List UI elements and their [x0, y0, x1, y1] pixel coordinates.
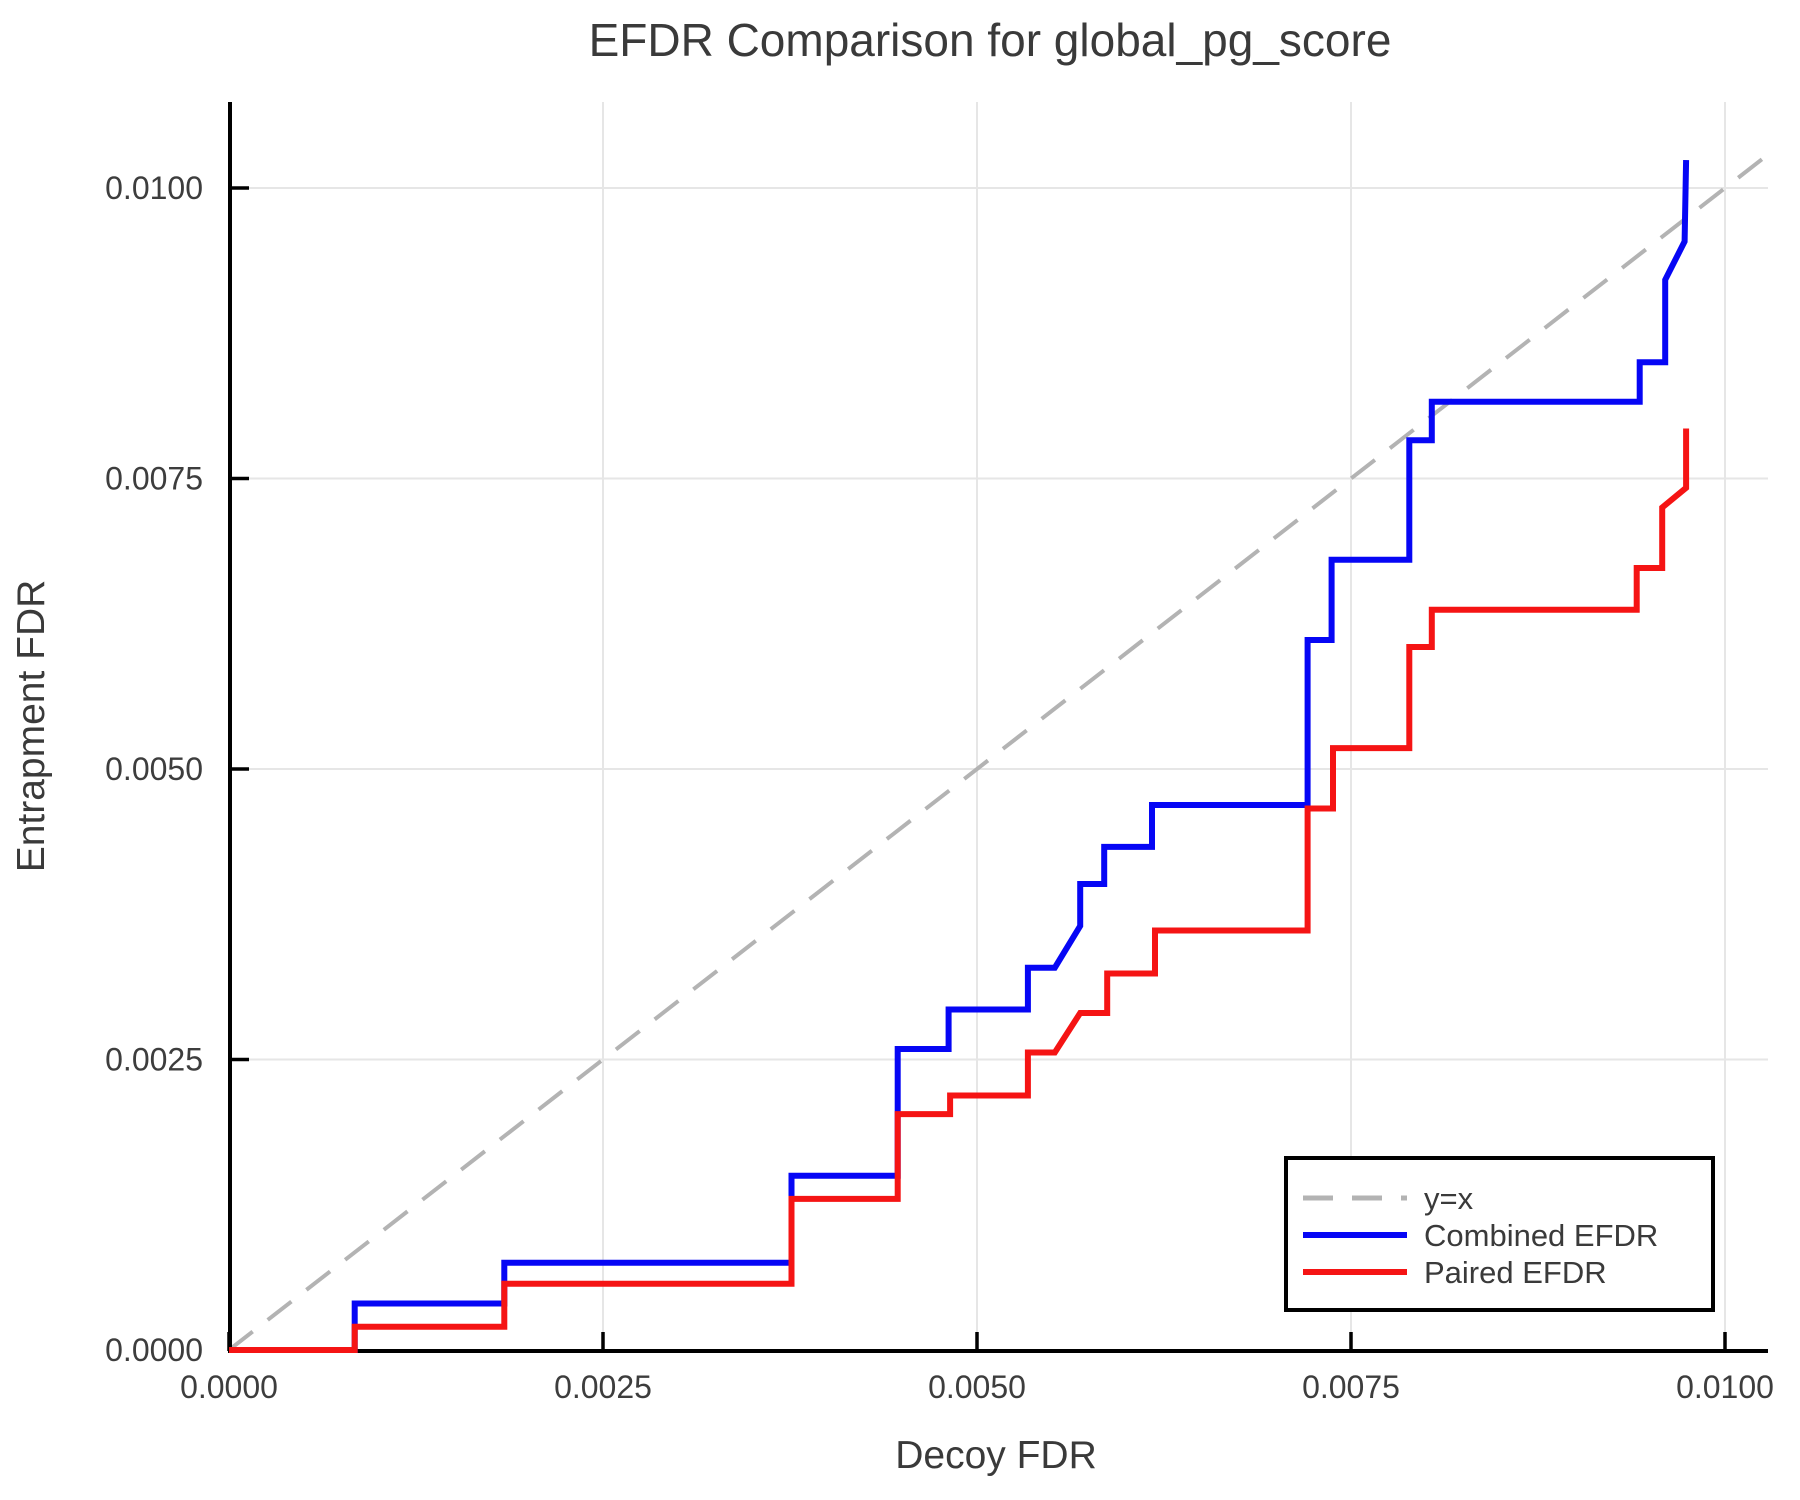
legend-label-paired: Paired EFDR [1424, 1255, 1607, 1290]
y-tick-label: 0.0000 [105, 1332, 203, 1368]
identity-line-layer [227, 153, 1770, 1352]
legend: y=x Combined EFDR Paired EFDR [1284, 1156, 1715, 1312]
x-tick-label: 0.0050 [928, 1369, 1026, 1405]
paired-efdr-curve [229, 428, 1690, 1353]
x-axis-label: Decoy FDR [895, 1434, 1097, 1477]
x-tick-label: 0.0025 [554, 1369, 652, 1405]
grid-layer [230, 102, 1768, 1351]
legend-label-combined: Combined EFDR [1424, 1218, 1658, 1253]
y-tick-label: 0.0025 [105, 1042, 203, 1078]
x-tick-label: 0.0100 [1676, 1369, 1774, 1405]
y-tick-label: 0.0100 [105, 170, 203, 206]
tick-label-layer: 0.0000 0.0025 0.0050 0.0075 0.0100 0.0000 0.00… [105, 170, 1774, 1405]
chart-title: EFDR Comparison for global_pg_score [589, 14, 1392, 66]
x-tick-label: 0.0000 [180, 1369, 278, 1405]
x-tick-label: 0.0075 [1302, 1369, 1400, 1405]
series-layer [229, 160, 1690, 1353]
y-axis-label: Entrapment FDR [10, 580, 53, 873]
axis-layer [227, 102, 1768, 1353]
y-tick-label: 0.0075 [105, 461, 203, 497]
legend-label-identity: y=x [1424, 1181, 1474, 1216]
y-tick-label: 0.0050 [105, 751, 203, 787]
identity-line [227, 153, 1770, 1352]
